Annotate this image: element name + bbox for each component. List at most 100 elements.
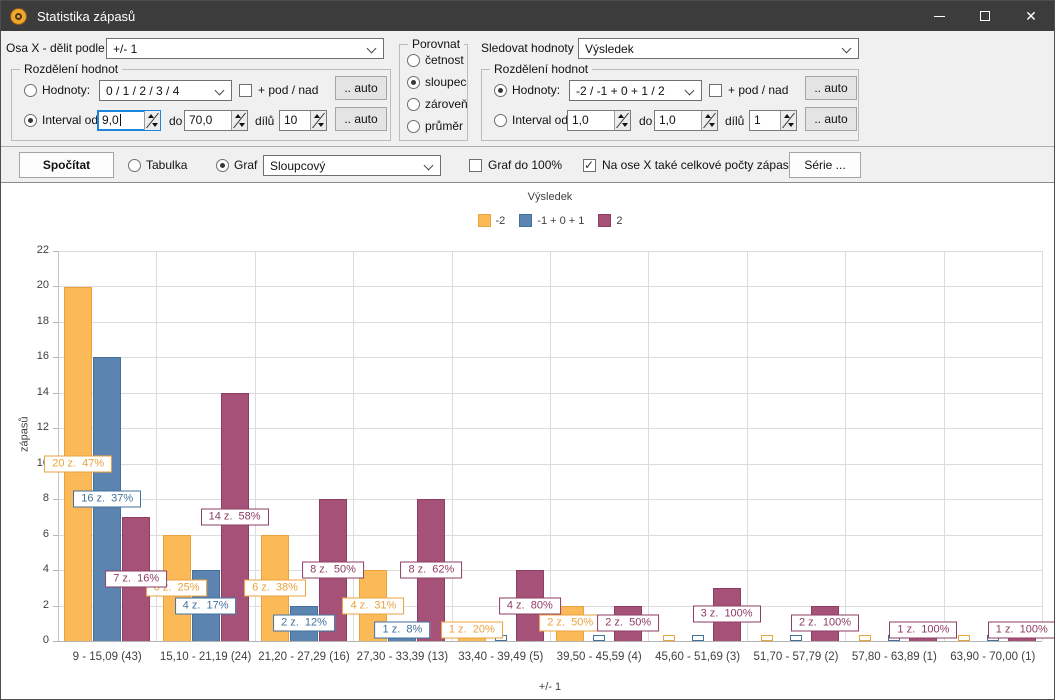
chart-area: Výsledek -2 -1 + 0 + 1 2 zápasů 0 2 4 6 8 10 12 14 16… bbox=[1, 183, 1054, 699]
radio-interval[interactable]: Interval od bbox=[494, 113, 568, 127]
checkbox-graf-100[interactable]: Graf do 100% bbox=[469, 158, 562, 172]
interval-od-value: 9,0 bbox=[102, 113, 119, 127]
auto-button[interactable]: .. auto bbox=[335, 76, 387, 100]
interval-do-value: 1,0 bbox=[659, 113, 676, 127]
radio-icon bbox=[407, 97, 420, 111]
gridline-v bbox=[746, 251, 748, 641]
spinner-buttons[interactable] bbox=[144, 111, 160, 130]
groupbox-title: Porovnat bbox=[408, 37, 465, 51]
chevron-down-icon bbox=[214, 85, 225, 96]
radio-icon bbox=[407, 75, 420, 89]
bar-label: 1 z. 100% bbox=[889, 621, 958, 639]
spinner-buttons[interactable] bbox=[310, 111, 326, 130]
radio-sloupec[interactable]: sloupec bbox=[407, 75, 466, 89]
minimize-button[interactable] bbox=[916, 1, 962, 31]
interval-od-spinner[interactable]: 9,0 bbox=[97, 110, 161, 131]
radio-icon bbox=[216, 158, 229, 172]
y-tick bbox=[53, 499, 58, 501]
y-tick bbox=[53, 251, 58, 252]
legend-item: -2 bbox=[477, 214, 505, 227]
bar-label: 16 z. 37% bbox=[73, 490, 142, 508]
gridline-v bbox=[943, 251, 945, 641]
chevron-down-icon bbox=[841, 43, 852, 54]
checkbox-icon bbox=[709, 83, 722, 97]
bar-label: 4 z. 17% bbox=[174, 597, 237, 614]
dilu-label: dílů bbox=[725, 114, 745, 128]
y-tick-label: 18 bbox=[36, 314, 49, 327]
sledovat-dropdown[interactable]: Výsledek bbox=[578, 38, 859, 59]
radio-prumer[interactable]: průměr bbox=[407, 119, 463, 133]
x-axis-dropdown[interactable]: +/- 1 bbox=[106, 38, 384, 59]
checkbox-pod-nad[interactable]: + pod / nad bbox=[709, 83, 788, 97]
dilu-spinner[interactable]: 1 bbox=[749, 110, 797, 131]
radio-icon bbox=[128, 158, 141, 172]
radio-icon bbox=[24, 83, 37, 97]
checkbox-icon bbox=[469, 158, 482, 172]
bar-label: 4 z. 31% bbox=[342, 597, 405, 614]
y-tick bbox=[53, 286, 58, 288]
spinner-buttons[interactable] bbox=[614, 111, 630, 130]
spinner-buttons[interactable] bbox=[231, 111, 247, 130]
y-tick bbox=[53, 570, 58, 572]
checkbox-pod-nad[interactable]: + pod / nad bbox=[239, 83, 318, 97]
hodnoty-value: -2 / -1 + 0 + 1 / 2 bbox=[576, 83, 665, 98]
x-category-label: 63,90 - 70,00 (1) bbox=[950, 651, 1036, 663]
radio-icon bbox=[494, 83, 507, 97]
radio-cetnost[interactable]: četnost bbox=[407, 53, 464, 67]
interval-do-spinner[interactable]: 70,0 bbox=[184, 110, 248, 131]
x-axis-title: +/- 1 bbox=[538, 681, 562, 693]
serie-button[interactable]: Série ... bbox=[789, 152, 861, 178]
chevron-down-icon bbox=[684, 85, 695, 96]
spinner-buttons[interactable] bbox=[780, 111, 796, 130]
x-category-label: 27,30 - 33,39 (13) bbox=[356, 651, 449, 663]
dilu-label: dílů bbox=[255, 114, 275, 128]
radio-tabulka[interactable]: Tabulka bbox=[128, 158, 187, 172]
radio-graf[interactable]: Graf bbox=[216, 158, 257, 172]
checkbox-x-axis-counts[interactable]: Na ose X také celkové počty zápasů bbox=[583, 158, 795, 172]
hodnoty-dropdown[interactable]: -2 / -1 + 0 + 1 / 2 bbox=[569, 80, 702, 101]
close-button[interactable]: ✕ bbox=[1008, 1, 1054, 31]
gridline-v bbox=[254, 251, 256, 641]
zero-bar-marker bbox=[859, 635, 872, 641]
legend-title: Výsledek bbox=[527, 191, 573, 203]
dilu-spinner[interactable]: 10 bbox=[279, 110, 327, 131]
y-axis-line bbox=[58, 251, 59, 641]
radio-hodnoty[interactable]: Hodnoty: bbox=[494, 83, 560, 97]
radio-icon bbox=[494, 113, 507, 127]
interval-od-value: 1,0 bbox=[572, 113, 589, 127]
chart-type-dropdown[interactable]: Sloupcový bbox=[263, 155, 441, 176]
spocitat-button[interactable]: Spočítat bbox=[19, 152, 114, 178]
y-tick bbox=[53, 428, 58, 430]
x-category-label: 21,20 - 27,29 (16) bbox=[258, 651, 350, 663]
x-axis-label: Osa X - dělit podle bbox=[6, 41, 105, 55]
radio-zaroven[interactable]: zároveň bbox=[407, 97, 468, 111]
y-tick bbox=[53, 605, 58, 607]
auto-button[interactable]: .. auto bbox=[335, 107, 387, 131]
zero-bar-marker bbox=[662, 635, 675, 641]
close-icon: ✕ bbox=[1025, 8, 1037, 24]
auto-button[interactable]: .. auto bbox=[805, 107, 857, 131]
radio-hodnoty[interactable]: Hodnoty: bbox=[24, 83, 90, 97]
bar-label: 6 z. 38% bbox=[244, 579, 306, 597]
groupbox-rozdeleni-hodnoty: Rozdělení hodnot Hodnoty: -2 / -1 + 0 + … bbox=[481, 62, 859, 141]
interval-od-spinner[interactable]: 1,0 bbox=[567, 110, 631, 131]
bar-label: 3 z. 100% bbox=[692, 605, 761, 623]
sledovat-value: Výsledek bbox=[585, 41, 634, 56]
y-tick bbox=[53, 392, 58, 394]
bar-label: 7 z. 16% bbox=[105, 570, 168, 588]
hodnoty-dropdown[interactable]: 0 / 1 / 2 / 3 / 4 bbox=[99, 80, 232, 101]
x-category-label: 33,40 - 39,49 (5) bbox=[458, 651, 544, 663]
interval-do-spinner[interactable]: 1,0 bbox=[654, 110, 718, 131]
gridline-v bbox=[648, 251, 650, 641]
radio-interval[interactable]: Interval od bbox=[24, 113, 98, 127]
hodnoty-value: 0 / 1 / 2 / 3 / 4 bbox=[106, 83, 180, 98]
auto-button[interactable]: .. auto bbox=[805, 76, 857, 100]
radio-icon bbox=[407, 53, 420, 67]
text-caret bbox=[119, 114, 121, 126]
minimize-icon bbox=[933, 15, 945, 17]
toolbar-bottom: Spočítat Tabulka Graf Sloupcový Graf do … bbox=[1, 147, 1054, 183]
maximize-button[interactable] bbox=[962, 1, 1008, 31]
y-tick-label: 2 bbox=[42, 598, 49, 611]
zero-bar-marker bbox=[761, 635, 773, 641]
spinner-buttons[interactable] bbox=[701, 111, 717, 130]
